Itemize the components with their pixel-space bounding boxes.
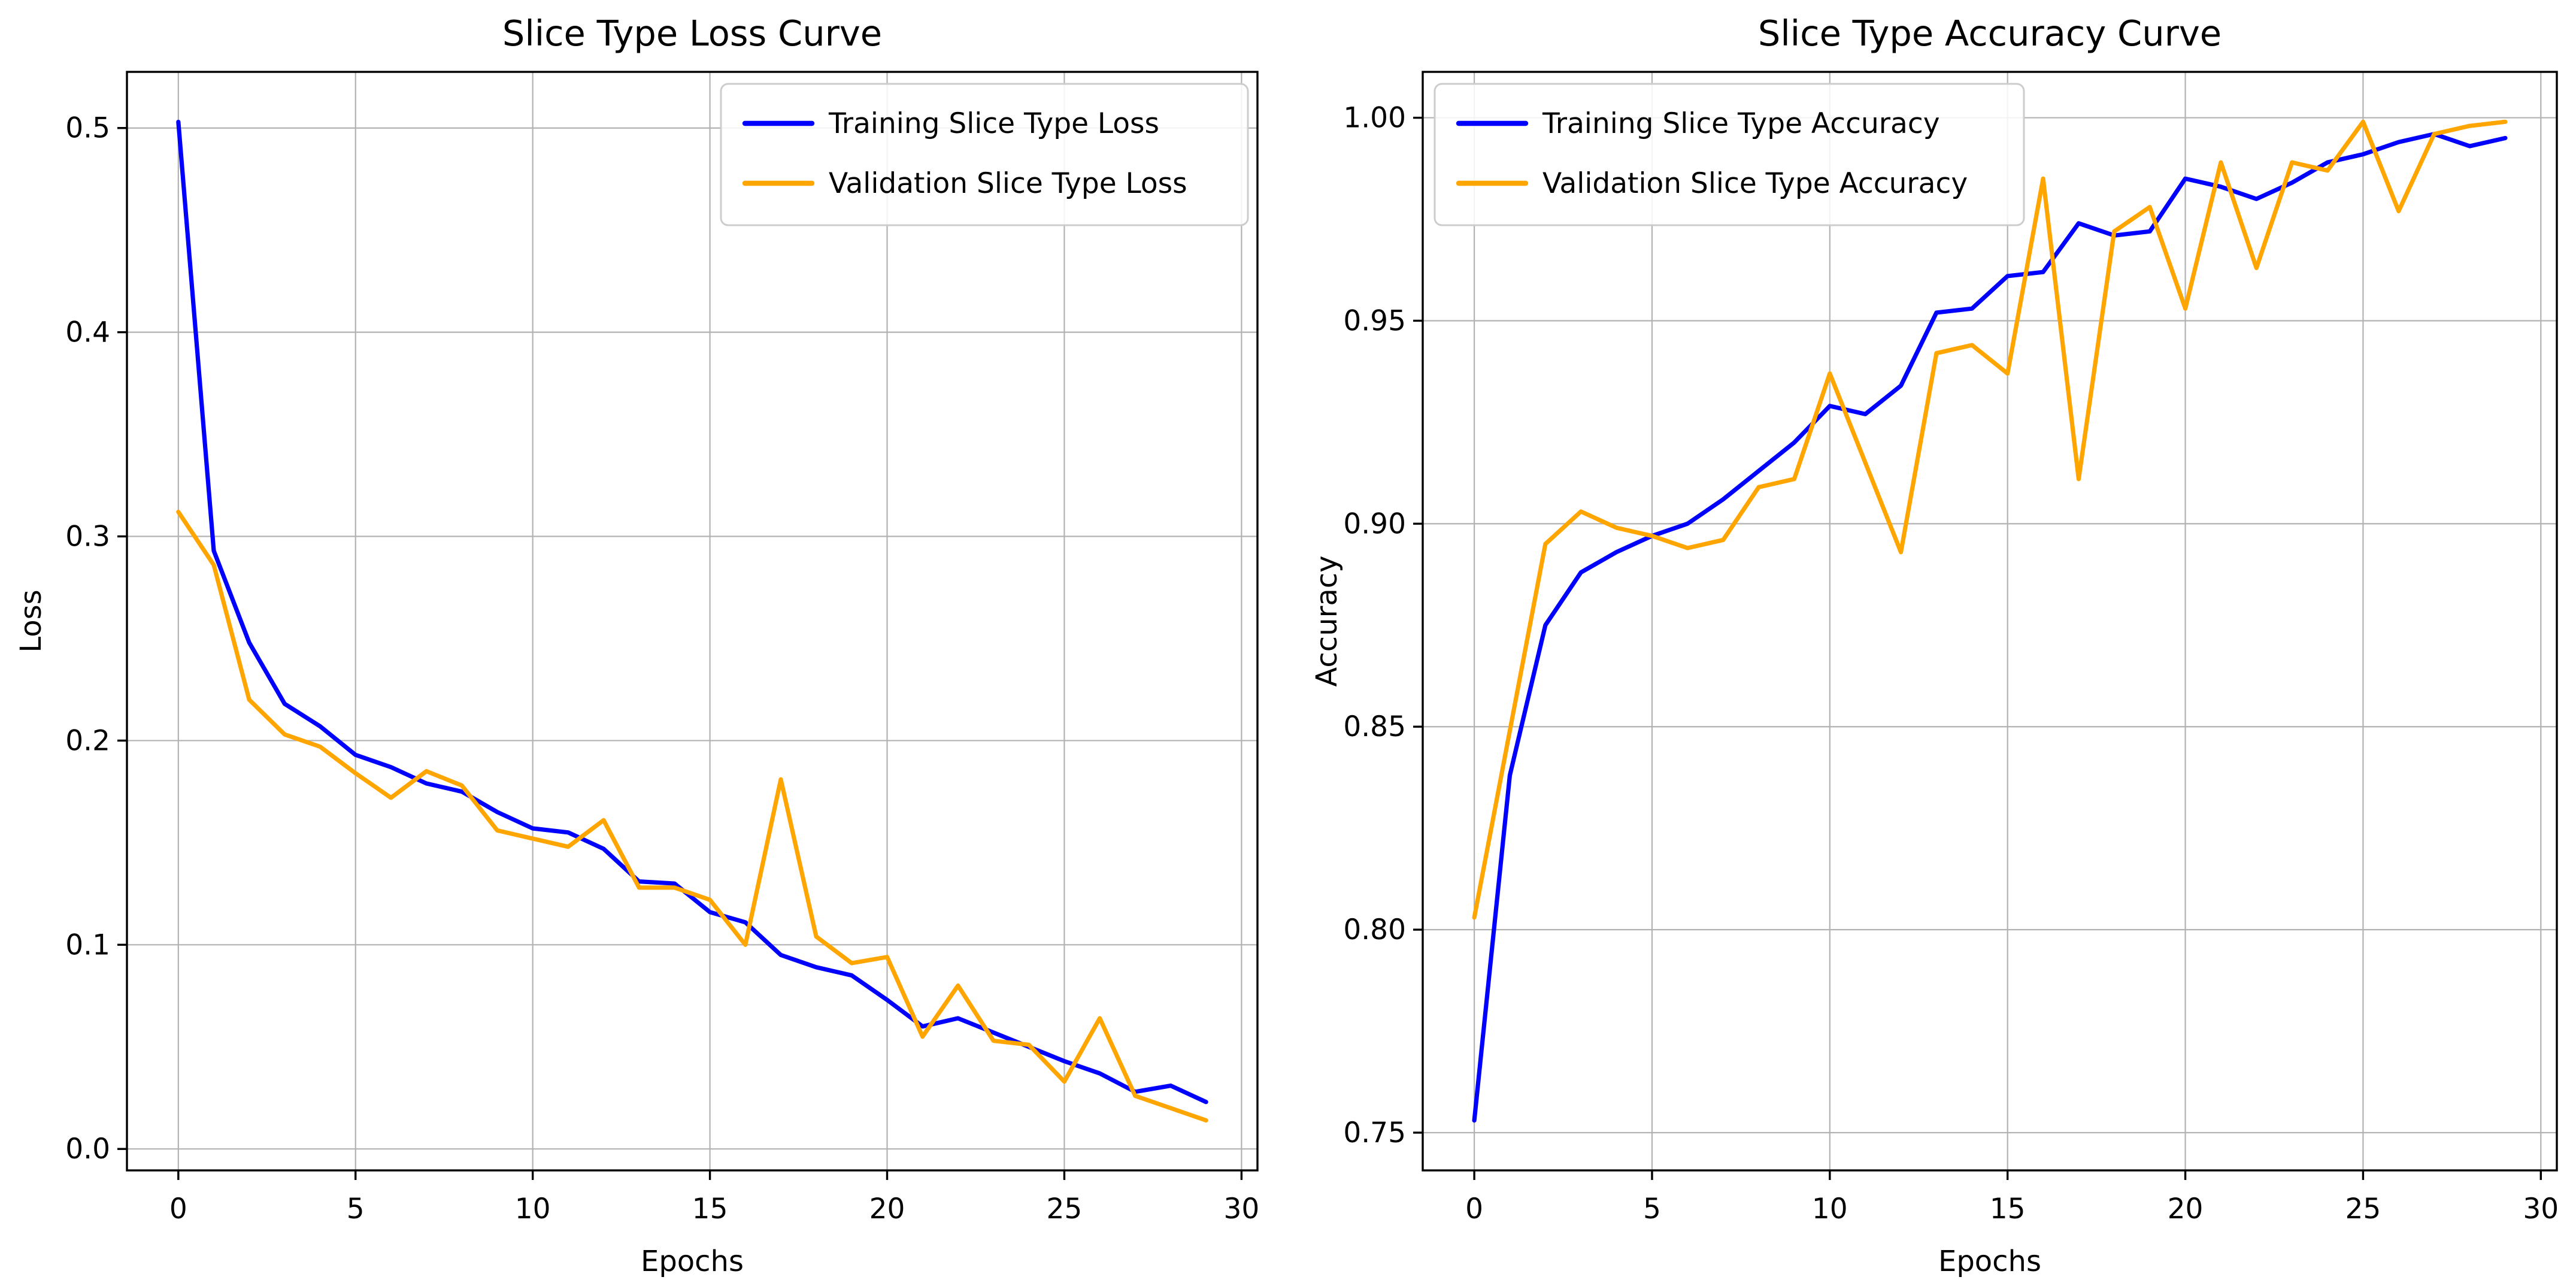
validation-loss-line <box>176 510 1208 1123</box>
x-tick-label: 5 <box>1643 1193 1661 1225</box>
legend-label: Training Slice Type Accuracy <box>1542 107 1940 140</box>
legend-box <box>1434 83 2025 226</box>
y-axis-label: Loss <box>14 589 48 652</box>
y-tick-label: 0.80 <box>1343 913 1406 946</box>
axes-spines <box>1422 71 2558 1172</box>
y-tick-label: 0.95 <box>1343 304 1406 337</box>
x-axis-label: Epochs <box>641 1245 744 1278</box>
chart-title: Slice Type Loss Curve <box>502 13 882 54</box>
x-tick-label: 15 <box>692 1193 728 1225</box>
x-tick-label: 5 <box>347 1193 365 1225</box>
y-tick-label: 0.1 <box>65 928 110 961</box>
x-tick-label: 30 <box>2523 1193 2559 1225</box>
y-tick-label: 0.2 <box>65 724 110 757</box>
validation-accuracy-line <box>1472 119 2508 920</box>
loss-chart: 0 5 10 15 20 25 30 0.0 0.1 0.2 0.3 0.4 0.5 Slice Type… <box>14 13 1259 1278</box>
axes-spines <box>126 71 1259 1172</box>
accuracy-chart: 0 5 10 15 20 25 30 0.75 0.80 0.85 0.90 0.95 1.00 Slic… <box>1310 13 2559 1278</box>
training-accuracy-line <box>1472 132 2508 1123</box>
x-tick-label: 20 <box>2168 1193 2204 1225</box>
legend-label: Training Slice Type Loss <box>828 107 1159 140</box>
x-tick-label: 25 <box>1047 1193 1083 1225</box>
legend: Training Slice Type Loss Validation Slice… <box>720 83 1249 226</box>
chart-title: Slice Type Accuracy Curve <box>1758 13 2222 54</box>
y-axis-label: Accuracy <box>1310 555 1344 686</box>
y-tick-label: 0.0 <box>65 1133 110 1166</box>
y-tick-label: 0.75 <box>1343 1116 1406 1149</box>
x-tick-label: 0 <box>1465 1193 1483 1225</box>
legend-label: Validation Slice Type Accuracy <box>1542 167 1968 200</box>
y-tick-label: 0.3 <box>65 521 110 553</box>
x-tick-label: 0 <box>169 1193 187 1225</box>
legend-label: Validation Slice Type Loss <box>829 167 1187 200</box>
legend: Training Slice Type Accuracy Validation S… <box>1434 83 2025 226</box>
x-tick-label: 10 <box>1812 1193 1848 1225</box>
y-tick-label: 0.90 <box>1343 507 1406 540</box>
y-tick-label: 0.85 <box>1343 710 1406 743</box>
y-tick-label: 0.4 <box>65 316 110 349</box>
legend-box <box>720 83 1249 226</box>
training-loss-line <box>176 119 1208 1105</box>
x-tick-label: 15 <box>1990 1193 2026 1225</box>
y-tick-label: 0.5 <box>65 112 110 145</box>
x-tick-label: 20 <box>869 1193 905 1225</box>
x-tick-label: 25 <box>2345 1193 2381 1225</box>
y-tick-label: 1.00 <box>1343 102 1406 135</box>
x-tick-label: 30 <box>1223 1193 1259 1225</box>
x-axis-label: Epochs <box>1938 1245 2041 1278</box>
x-tick-label: 10 <box>515 1193 551 1225</box>
